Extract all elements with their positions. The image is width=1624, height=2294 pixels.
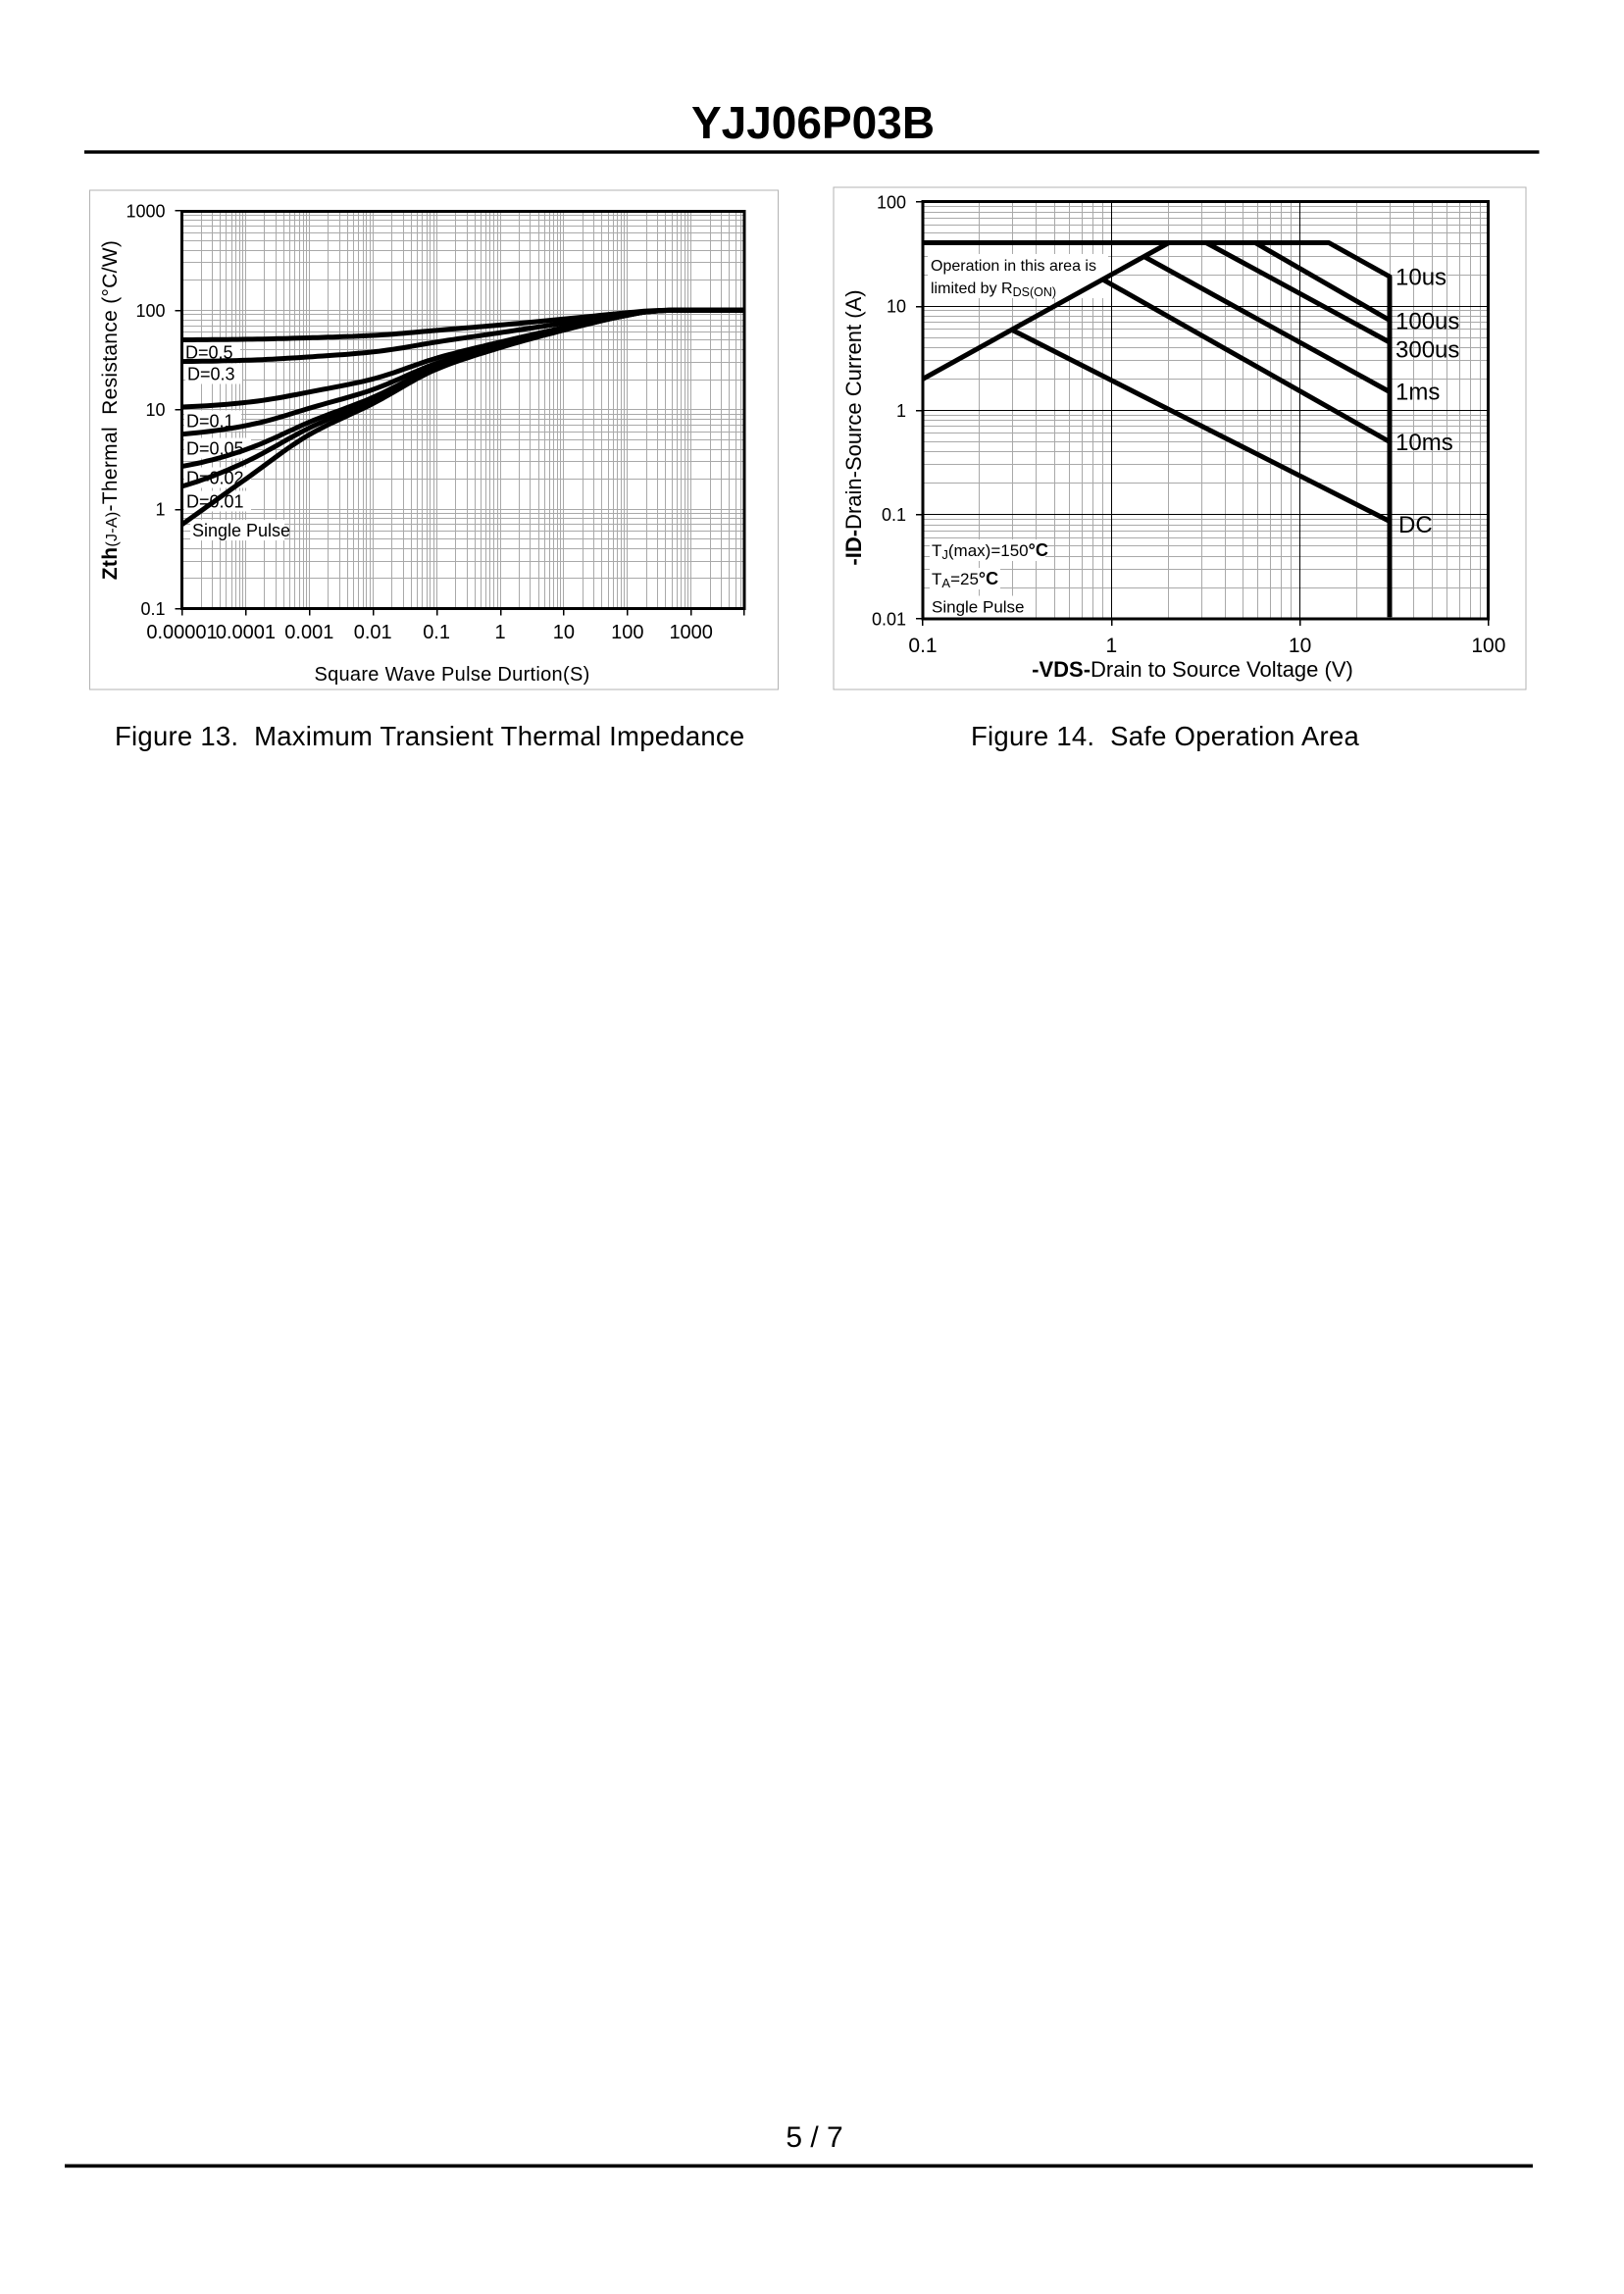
svg-text:1: 1 — [1105, 635, 1117, 657]
svg-text:1ms: 1ms — [1396, 380, 1440, 406]
svg-text:1000: 1000 — [669, 622, 713, 643]
svg-text:Single Pulse: Single Pulse — [192, 521, 290, 540]
svg-text:100: 100 — [1471, 635, 1505, 657]
svg-text:10: 10 — [553, 622, 575, 643]
svg-text:10ms: 10ms — [1396, 430, 1453, 456]
svg-text:0.01: 0.01 — [354, 622, 392, 643]
svg-text:YJJ06P03B: YJJ06P03B — [691, 97, 935, 148]
svg-text:1: 1 — [896, 401, 906, 421]
svg-text:5 / 7: 5 / 7 — [786, 2121, 842, 2154]
svg-text:10: 10 — [887, 297, 906, 317]
svg-text:0.00001: 0.00001 — [146, 622, 217, 643]
svg-text:Figure 14. Safe Operation Are: Figure 14. Safe Operation Area — [971, 721, 1359, 751]
svg-text:0.0001: 0.0001 — [216, 622, 276, 643]
svg-text:Square Wave Pulse Durtion(S): Square Wave Pulse Durtion(S) — [314, 664, 589, 686]
svg-text:10: 10 — [1289, 635, 1311, 657]
svg-text:DC: DC — [1398, 512, 1433, 538]
svg-text:Operation in this area is: Operation in this area is — [931, 258, 1096, 275]
svg-text:1: 1 — [494, 622, 505, 643]
svg-text:-VDS-Drain to Source Voltage (: -VDS-Drain to Source Voltage (V) — [1032, 657, 1353, 682]
svg-text:TA=25°C: TA=25°C — [932, 569, 998, 590]
svg-text:D=0.3: D=0.3 — [187, 364, 235, 383]
svg-text:300us: 300us — [1396, 337, 1459, 364]
svg-text:0.01: 0.01 — [872, 610, 906, 630]
svg-text:-ID-Drain-Source Current (A): -ID-Drain-Source Current (A) — [841, 289, 866, 565]
svg-text:1: 1 — [155, 500, 165, 520]
svg-text:10: 10 — [145, 400, 165, 420]
svg-text:0.001: 0.001 — [284, 622, 333, 643]
svg-text:D=0.5: D=0.5 — [185, 342, 233, 362]
svg-text:Figure 13. Maximum Transient: Figure 13. Maximum Transient Thermal Imp… — [115, 721, 744, 751]
svg-text:Zth(J-A)-Thermal Resistance (: Zth(J-A)-Thermal Resistance (°C/W) — [99, 240, 122, 580]
svg-text:Single Pulse: Single Pulse — [932, 598, 1025, 617]
svg-text:TJ(max)=150°C: TJ(max)=150°C — [932, 540, 1048, 562]
svg-text:100: 100 — [135, 301, 165, 321]
svg-text:100us: 100us — [1396, 309, 1459, 335]
svg-text:100: 100 — [611, 622, 643, 643]
svg-text:0.1: 0.1 — [140, 599, 165, 619]
svg-text:1000: 1000 — [126, 201, 165, 221]
svg-text:0.1: 0.1 — [908, 635, 937, 657]
svg-text:0.1: 0.1 — [882, 505, 906, 525]
svg-text:D=0.1: D=0.1 — [186, 411, 234, 431]
svg-text:10us: 10us — [1396, 265, 1446, 291]
svg-text:0.1: 0.1 — [423, 622, 450, 643]
svg-text:limited by RDS(ON): limited by RDS(ON) — [931, 280, 1056, 299]
svg-text:100: 100 — [877, 192, 906, 212]
